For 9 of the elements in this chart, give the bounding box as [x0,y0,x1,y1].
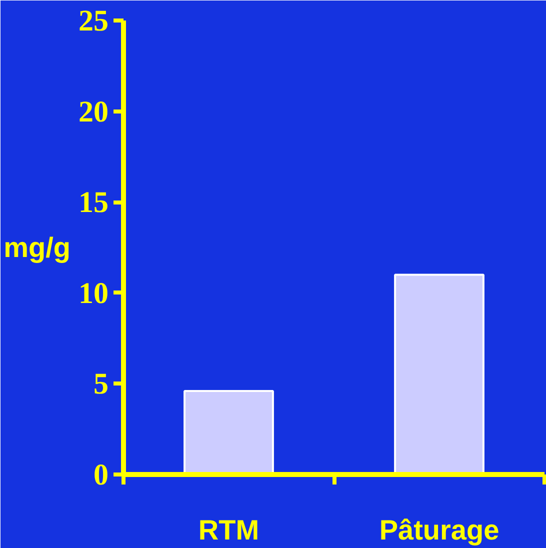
y-tick-label: 0 [94,458,108,492]
y-tick-label: 15 [78,186,108,220]
y-tick-label: 20 [78,95,108,128]
y-tick-label: 5 [94,368,108,401]
x-tick-label: Pâturage [379,514,500,546]
y-tick-label: 25 [78,4,108,38]
x-tick-label: RTM [198,514,260,546]
y-tick-label: 10 [78,276,108,310]
y-axis-title: mg/g [4,232,71,263]
